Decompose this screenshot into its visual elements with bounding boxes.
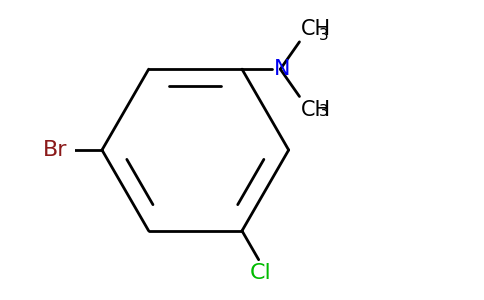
Text: CH: CH — [301, 100, 331, 120]
Text: N: N — [273, 59, 290, 79]
Text: 3: 3 — [318, 28, 328, 43]
Text: Cl: Cl — [249, 263, 271, 283]
Text: CH: CH — [301, 19, 331, 38]
Text: 3: 3 — [318, 104, 328, 119]
Text: Br: Br — [43, 140, 67, 160]
